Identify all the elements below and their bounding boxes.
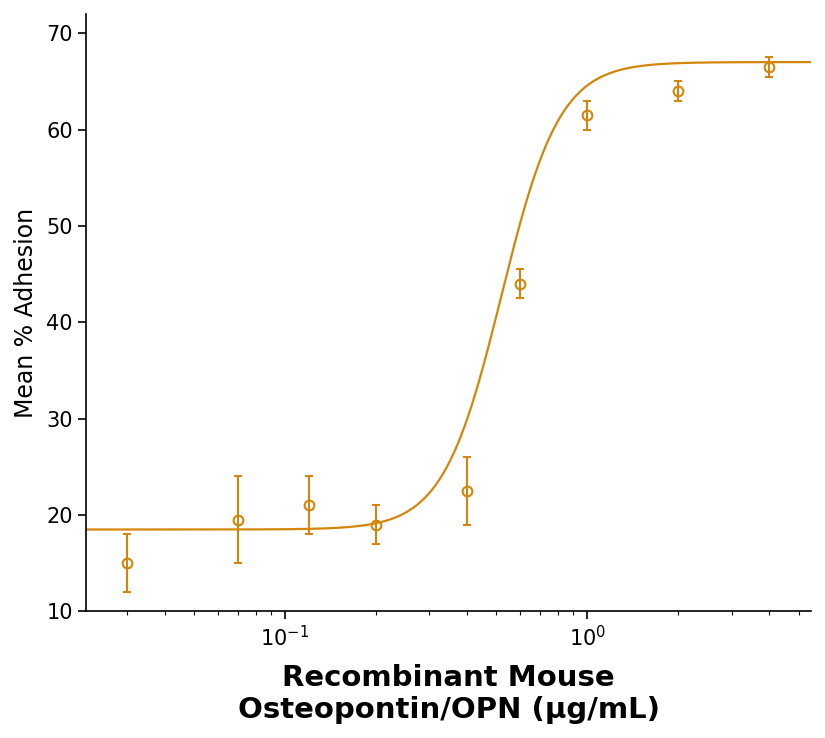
X-axis label: Recombinant Mouse
Osteopontin/OPN (µg/mL): Recombinant Mouse Osteopontin/OPN (µg/mL… bbox=[238, 663, 659, 724]
Y-axis label: Mean % Adhesion: Mean % Adhesion bbox=[14, 207, 38, 418]
